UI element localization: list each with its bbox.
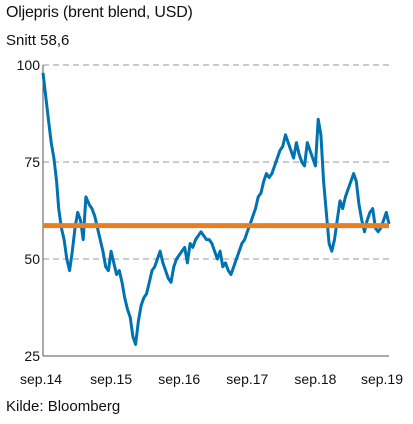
x-tick-label: sep.19 [361,371,403,387]
x-tick-label: sep.14 [20,371,62,387]
x-tick-label: sep.16 [158,371,200,387]
chart-subtitle: Snitt 58,6 [6,32,70,49]
y-tick-label: 100 [17,57,41,73]
x-tick-label: sep.18 [294,371,336,387]
chart-title: Oljepris (brent blend, USD) [6,4,193,21]
y-tick-label: 50 [24,251,40,267]
y-tick-label: 75 [24,154,40,170]
x-tick-label: sep.17 [226,371,268,387]
source-note: Kilde: Bloomberg [6,398,121,415]
series-line [41,72,391,346]
x-tick-label: sep.15 [90,371,132,387]
y-tick-label: 25 [24,348,40,364]
